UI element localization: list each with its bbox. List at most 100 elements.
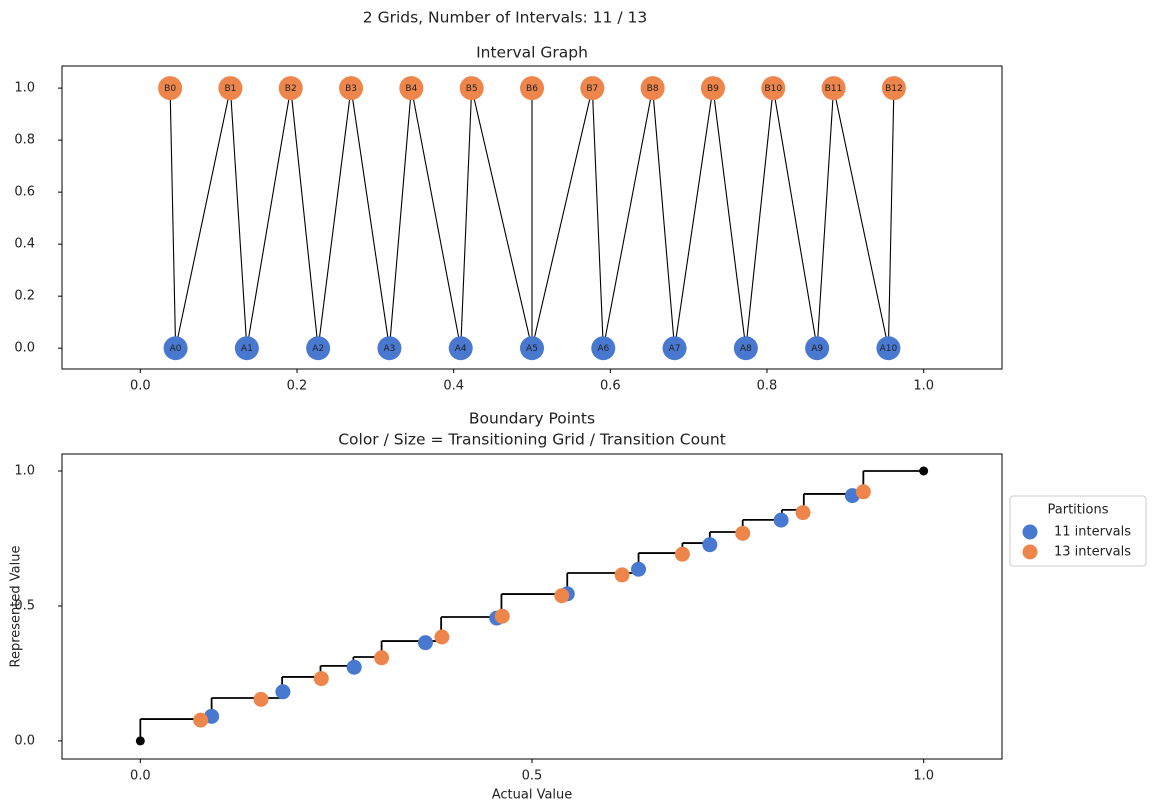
node-label: B3 — [345, 84, 357, 94]
x-tick-label: 0.6 — [600, 379, 621, 394]
edge — [602, 88, 654, 349]
edge — [317, 88, 352, 349]
y-tick-label: 0.4 — [14, 237, 35, 252]
edge — [712, 88, 747, 349]
edge — [745, 88, 774, 349]
x-tick-label: 0.2 — [287, 379, 308, 394]
endpoint — [919, 466, 929, 476]
point — [795, 505, 811, 521]
node — [306, 336, 331, 361]
x-tick-label: 0.8 — [757, 379, 778, 394]
chart-subtitle: Color / Size = Transitioning Grid / Tran… — [338, 431, 726, 449]
point — [614, 567, 630, 583]
x-tick-label: 0.0 — [130, 379, 151, 394]
point — [855, 484, 871, 500]
edge — [169, 88, 177, 349]
point — [253, 691, 269, 707]
edge — [471, 87, 533, 349]
node-label: B9 — [707, 84, 719, 94]
node — [339, 76, 364, 101]
node — [234, 336, 259, 361]
y-tick-label: 0.5 — [14, 598, 35, 613]
node — [700, 76, 725, 101]
y-tick-label: 0.0 — [14, 341, 35, 356]
node-label: B4 — [405, 84, 417, 94]
legend-title: Partitions — [1048, 503, 1109, 518]
y-tick-label: 1.0 — [14, 81, 35, 96]
edge — [887, 88, 895, 349]
node-label: B12 — [885, 84, 903, 94]
node — [163, 336, 188, 361]
node-label: B0 — [164, 84, 176, 94]
node — [399, 76, 424, 101]
node-label: B6 — [526, 84, 538, 94]
edge — [229, 88, 248, 349]
x-tick-label: 0.4 — [443, 379, 464, 394]
edge — [652, 88, 676, 349]
point — [193, 712, 209, 728]
node-label: A9 — [811, 344, 823, 354]
edge — [531, 87, 593, 349]
point — [417, 635, 433, 651]
plot-frame — [61, 65, 1003, 370]
legend-marker — [1022, 544, 1038, 560]
y-axis-label: Represented Value — [9, 546, 24, 668]
edge — [772, 88, 818, 349]
node — [733, 336, 758, 361]
y-tick-label: 1.0 — [14, 464, 35, 479]
node — [662, 336, 687, 361]
y-tick-label: 0.8 — [14, 133, 35, 148]
x-axis-label: Actual Value — [492, 788, 573, 803]
node-label: B7 — [586, 84, 598, 94]
point — [374, 650, 390, 666]
edge — [410, 88, 462, 349]
node-label: A2 — [312, 344, 324, 354]
node — [448, 336, 473, 361]
node-label: A3 — [383, 344, 395, 354]
x-tick-label: 1.0 — [913, 379, 934, 394]
legend-label: 11 intervals — [1054, 525, 1131, 540]
y-tick-label: 0.2 — [14, 289, 35, 304]
x-tick-label: 1.0 — [913, 769, 934, 784]
node-label: B2 — [285, 84, 297, 94]
legend-marker — [1022, 524, 1038, 540]
edge — [591, 88, 604, 349]
node — [459, 76, 484, 101]
edge — [388, 88, 412, 349]
y-tick-label: 0.0 — [14, 733, 35, 748]
y-tick-label: 0.6 — [14, 185, 35, 200]
point — [631, 561, 647, 577]
edge — [350, 88, 390, 349]
node-label: A0 — [170, 344, 182, 354]
edge — [816, 88, 835, 349]
node-label: B8 — [647, 84, 659, 94]
node-label: B5 — [466, 84, 478, 94]
point — [735, 525, 751, 541]
point — [313, 671, 329, 687]
node — [591, 336, 616, 361]
node — [520, 76, 544, 101]
node — [218, 76, 243, 101]
node-label: B1 — [224, 84, 236, 94]
edge — [674, 88, 714, 349]
node-label: A7 — [669, 344, 681, 354]
node — [580, 76, 605, 101]
point — [674, 546, 690, 562]
endpoint — [135, 736, 145, 746]
legend-box — [1009, 495, 1147, 567]
point — [434, 629, 450, 645]
node-label: A8 — [740, 344, 752, 354]
edge — [460, 88, 473, 349]
edge — [833, 87, 889, 349]
node — [377, 336, 402, 361]
node — [805, 336, 830, 361]
node — [520, 336, 544, 361]
point — [554, 588, 570, 604]
node-label: B10 — [764, 84, 782, 94]
point — [275, 684, 291, 700]
edge — [290, 88, 319, 349]
node — [821, 76, 846, 101]
node-label: A4 — [455, 344, 467, 354]
node — [761, 76, 786, 101]
